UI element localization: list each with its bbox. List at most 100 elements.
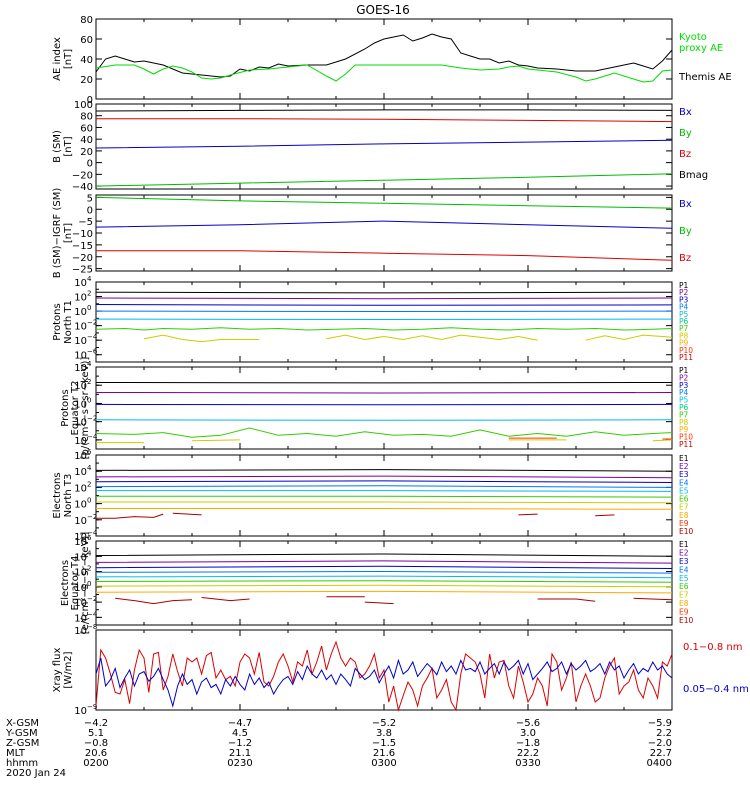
data-point: [96, 562, 97, 563]
plot-area: [95, 33, 673, 83]
data-point: [288, 666, 289, 667]
data-point: [509, 686, 510, 687]
data-point: [369, 676, 370, 677]
series-line: [95, 565, 673, 569]
data-point: [173, 66, 174, 67]
data-point: [624, 678, 625, 679]
legend-label: Bmag: [679, 170, 708, 181]
data-point: [297, 662, 298, 663]
data-point: [326, 76, 327, 77]
data-point: [96, 555, 97, 556]
data-point: [153, 603, 154, 604]
series-bz: [96, 118, 673, 123]
data-point: [509, 61, 510, 62]
data-point: [374, 654, 375, 655]
data-point: [230, 76, 231, 77]
data-point: [355, 668, 356, 669]
series-line: [96, 508, 673, 510]
series-line: [96, 250, 673, 261]
data-point: [638, 690, 639, 691]
data-point: [595, 516, 596, 517]
y-tick-label: 40: [80, 55, 93, 66]
data-point: [653, 329, 654, 330]
data-point: [163, 335, 164, 336]
data-point: [609, 666, 610, 667]
y-axis-label: Protons: [52, 303, 63, 340]
legend-label: P8: [679, 418, 689, 427]
data-point: [528, 205, 529, 206]
data-point: [480, 329, 481, 330]
data-point: [96, 292, 97, 293]
legend-label: Bx: [679, 199, 692, 210]
y-tick-exponent: −8: [87, 623, 97, 631]
data-point: [384, 496, 385, 497]
data-point: [177, 671, 178, 672]
data-point: [614, 515, 615, 516]
series-line: [95, 64, 673, 83]
plot-area: [95, 553, 673, 605]
data-point: [360, 674, 361, 675]
data-point: [542, 686, 543, 687]
data-point: [96, 706, 97, 707]
series-line: [191, 439, 241, 442]
y-tick-exponent: 0: [87, 580, 91, 588]
data-point: [653, 81, 654, 82]
y-tick-label: 10: [74, 500, 87, 511]
data-point: [115, 598, 116, 599]
data-point: [96, 319, 97, 320]
data-point: [384, 336, 385, 337]
data-point: [557, 69, 558, 70]
y-tick-exponent: 0: [87, 304, 91, 312]
plot-area: [95, 382, 673, 444]
data-point: [221, 435, 222, 436]
data-point: [441, 690, 442, 691]
data-point: [96, 674, 97, 675]
y-tick-label: −20: [72, 253, 93, 264]
series-line: [95, 584, 673, 588]
data-point: [384, 311, 385, 312]
data-point: [168, 676, 169, 677]
data-point: [475, 671, 476, 672]
data-point: [561, 690, 562, 691]
y-tick-label: −10: [72, 229, 93, 240]
y-tick-exponent: −9: [87, 703, 97, 711]
data-point: [273, 676, 274, 677]
data-point: [240, 201, 241, 202]
data-point: [528, 177, 529, 178]
data-point: [206, 655, 207, 656]
data-point: [158, 668, 159, 669]
data-point: [240, 224, 241, 225]
y-tick-exponent: 6: [87, 448, 92, 456]
series-line: [95, 173, 673, 187]
data-point: [278, 64, 279, 65]
data-point: [537, 514, 538, 515]
data-point: [197, 658, 198, 659]
legend-label: P9: [679, 339, 689, 348]
data-point: [278, 435, 279, 436]
data-point: [427, 663, 428, 664]
y-tick-label: 20: [80, 75, 93, 86]
data-point: [96, 481, 97, 482]
legend-label: Themis AE: [678, 72, 732, 83]
data-point: [576, 702, 577, 703]
data-point: [240, 146, 241, 147]
data-point: [96, 197, 97, 198]
data-point: [417, 706, 418, 707]
data-point: [384, 305, 385, 306]
legend-label: E5: [679, 486, 689, 495]
data-point: [528, 224, 529, 225]
data-point: [163, 514, 164, 515]
data-point: [240, 662, 241, 663]
data-point: [350, 686, 351, 687]
data-point: [297, 671, 298, 672]
data-point: [470, 658, 471, 659]
data-point: [528, 255, 529, 256]
data-point: [96, 251, 97, 252]
data-point: [134, 434, 135, 435]
data-point: [643, 335, 644, 336]
data-point: [192, 662, 193, 663]
